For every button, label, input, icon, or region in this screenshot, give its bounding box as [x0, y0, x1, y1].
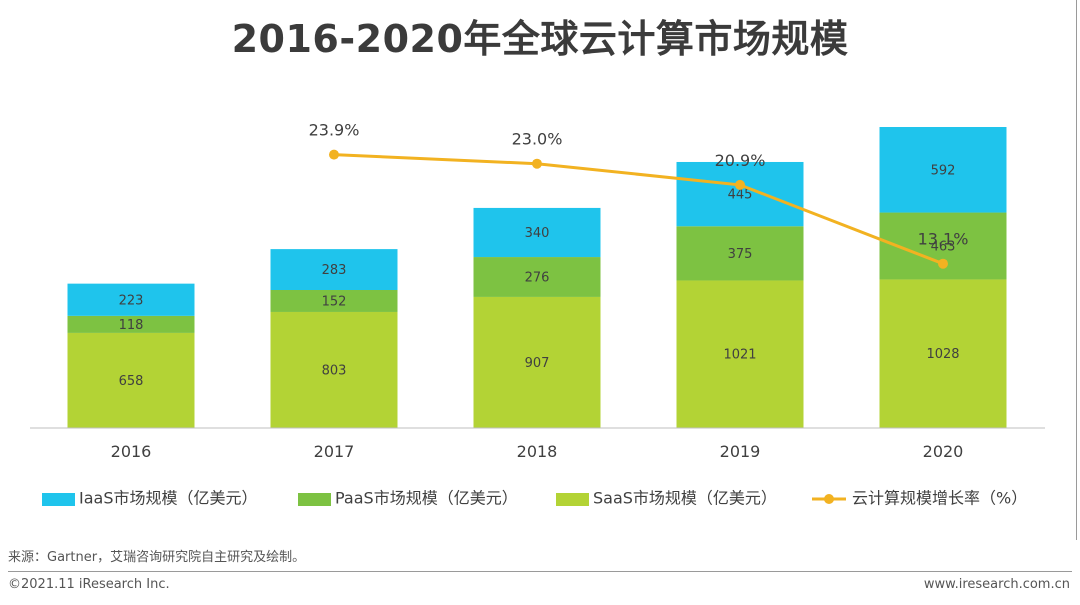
- legend-label-growth: 云计算规模增长率（%）: [852, 489, 1027, 508]
- page-title: 2016-2020年全球云计算市场规模: [231, 17, 849, 61]
- bar-label-paas-2017: 152: [322, 294, 347, 309]
- growth-rate-line: [333, 153, 944, 266]
- bar-paas-2017: [270, 290, 398, 312]
- bar-iaas-2019: [676, 161, 804, 227]
- bar-label-saas-2016: 658: [119, 374, 144, 389]
- x-tick-label-2016: 2016: [111, 442, 152, 461]
- bar-saas-2020: [879, 279, 1007, 428]
- bar-paas-2016: [67, 315, 195, 333]
- bar-label-iaas-2018: 340: [525, 226, 550, 241]
- bar-saas-2017: [270, 311, 398, 428]
- bar-label-iaas-2019: 445: [728, 188, 753, 203]
- growth-label-2017: 23.9%: [309, 121, 360, 140]
- growth-point-2020: [938, 258, 948, 269]
- right-divider: [1076, 0, 1077, 540]
- bar-label-saas-2020: 1028: [926, 347, 959, 362]
- bar-saas-2018: [473, 296, 601, 428]
- bar-label-iaas-2017: 283: [322, 263, 347, 278]
- bar-label-paas-2016: 118: [119, 318, 144, 333]
- bar-paas-2019: [676, 226, 804, 281]
- growth-point-2017: [329, 149, 339, 160]
- growth-label-2019: 20.9%: [715, 151, 766, 170]
- bar-iaas-2016: [67, 283, 195, 316]
- x-tick-label-2018: 2018: [517, 442, 558, 461]
- website-link[interactable]: www.iresearch.com.cn: [923, 577, 1070, 592]
- growth-point-2018: [532, 158, 542, 169]
- bar-label-saas-2018: 907: [525, 356, 550, 371]
- bar-saas-2019: [676, 280, 804, 428]
- legend-swatch-paas: [298, 493, 331, 506]
- bar-label-paas-2020: 463: [931, 240, 956, 255]
- growth-point-2019: [735, 179, 745, 190]
- bar-label-paas-2019: 375: [728, 247, 753, 262]
- x-tick-label-2020: 2020: [923, 442, 964, 461]
- legend-label-iaas: IaaS市场规模（亿美元）: [79, 489, 258, 508]
- legend-swatch-saas: [556, 493, 589, 506]
- x-tick-label-2017: 2017: [314, 442, 355, 461]
- bar-label-iaas-2016: 223: [119, 293, 144, 308]
- copyright-text: ©2021.11 iResearch Inc.: [8, 577, 170, 592]
- legend-swatch-iaas: [42, 493, 75, 506]
- x-tick-label-2019: 2019: [720, 442, 761, 461]
- bar-iaas-2018: [473, 207, 601, 258]
- bar-label-saas-2017: 803: [322, 363, 347, 378]
- bar-iaas-2017: [270, 249, 398, 291]
- bar-label-iaas-2020: 592: [931, 163, 956, 178]
- legend-marker-growth: [824, 494, 834, 504]
- growth-label-2020: 13.1%: [918, 230, 969, 249]
- footer-divider: [8, 571, 1072, 572]
- legend-label-saas: SaaS市场规模（亿美元）: [593, 489, 777, 508]
- bar-saas-2016: [67, 332, 195, 428]
- legend-label-paas: PaaS市场规模（亿美元）: [335, 489, 518, 508]
- growth-label-2018: 23.0%: [512, 130, 563, 149]
- bar-iaas-2020: [879, 127, 1007, 213]
- bar-label-paas-2018: 276: [525, 270, 550, 285]
- bar-label-saas-2019: 1021: [723, 348, 756, 363]
- bar-paas-2018: [473, 257, 601, 297]
- source-note: 来源：Gartner，艾瑞咨询研究院自主研究及绘制。: [8, 550, 306, 565]
